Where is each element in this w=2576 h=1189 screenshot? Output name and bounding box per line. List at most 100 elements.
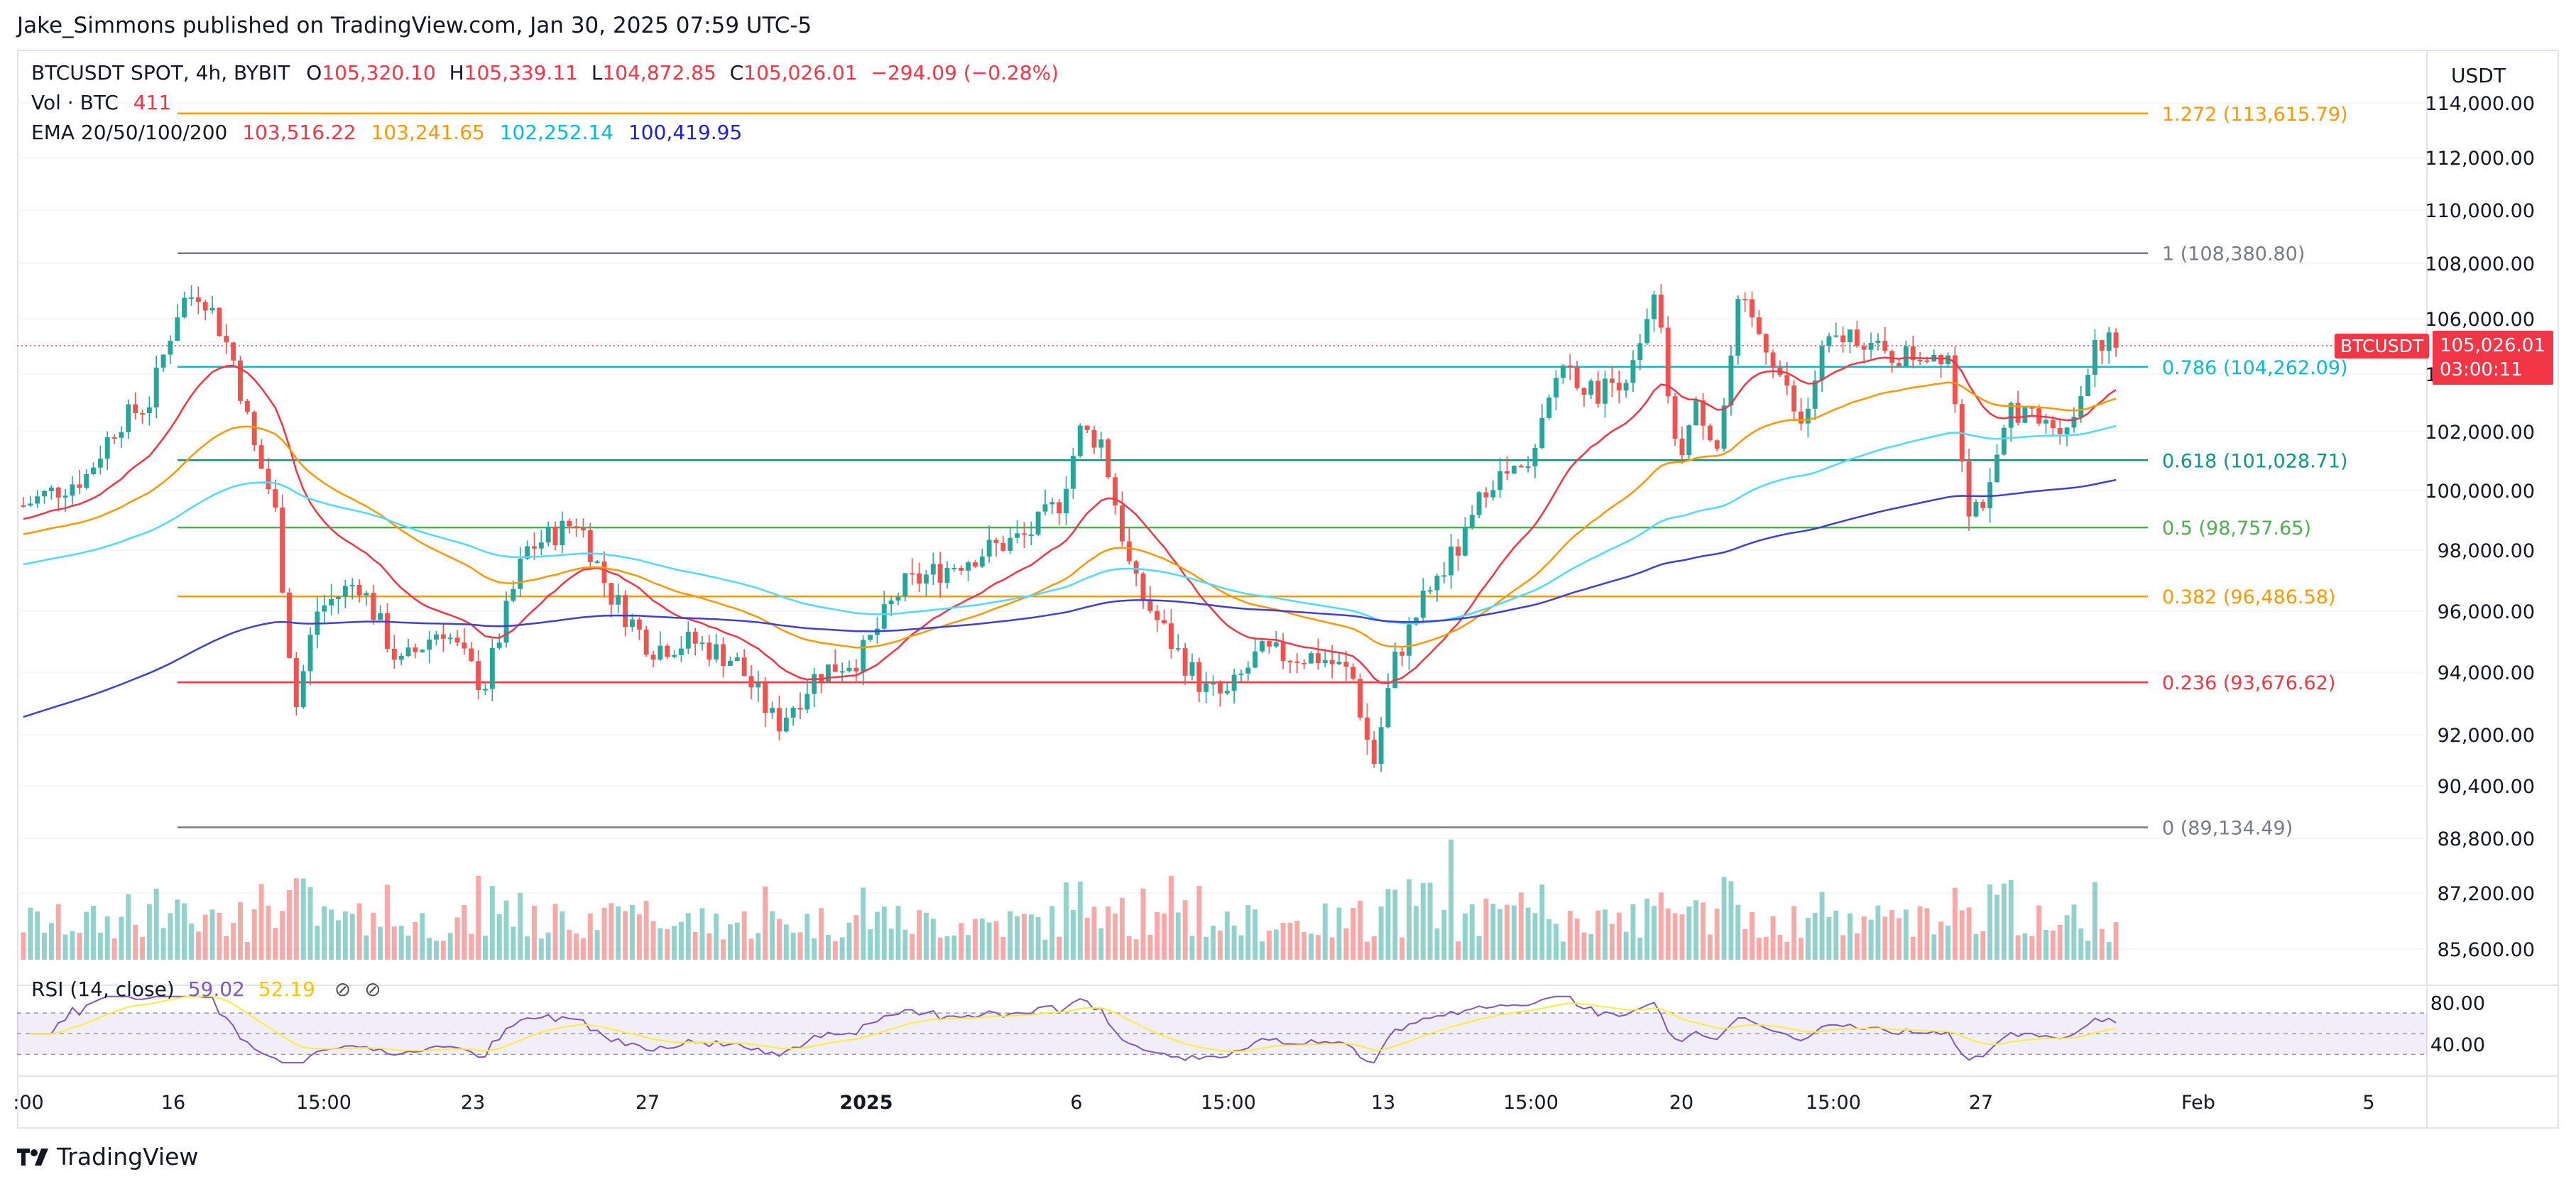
volume-bar (104, 916, 110, 960)
volume-bar (1896, 918, 1901, 960)
volume-bar (1399, 937, 1405, 960)
x-tick-label: :00 (13, 1092, 43, 1114)
volume-bar (398, 926, 404, 960)
candle-body (1448, 547, 1454, 576)
y-tick-label: 106,000.00 (2425, 309, 2535, 331)
fib-level-label: 0.618 (101,028.71) (2162, 450, 2348, 472)
volume-bar (1791, 906, 1797, 960)
volume-bar (1287, 922, 1293, 960)
volume-bar (1763, 936, 1769, 960)
candle-body (545, 527, 551, 543)
open-value: 105,320.10 (322, 61, 436, 84)
y-tick-label: 110,000.00 (2425, 200, 2535, 222)
volume-bar (2057, 924, 2063, 960)
volume-bar (503, 900, 509, 960)
volume-bar (616, 906, 621, 960)
volume-bar (1952, 887, 1958, 960)
volume-bar (496, 914, 502, 960)
volume-bar (1231, 925, 1237, 960)
candle-body (2001, 427, 2007, 455)
volume-bar (1770, 916, 1776, 960)
volume-bar (258, 884, 264, 960)
candle-body (2106, 332, 2112, 351)
rsi-legend: RSI (14, close) 59.02 52.19 ⊘ ⊘ (31, 977, 381, 1001)
candle-body (322, 605, 327, 612)
volume-bar (623, 911, 628, 960)
candle-body (692, 631, 698, 644)
ema50-value: 103,241.65 (371, 121, 485, 144)
tradingview-logo[interactable]: TradingView (16, 1143, 198, 1171)
volume-bar (126, 894, 131, 960)
volume-label[interactable]: Vol · BTC (31, 91, 119, 114)
candle-body (1910, 346, 1916, 360)
candle-body (1021, 533, 1027, 535)
volume-bar (469, 933, 474, 960)
candle-body (21, 505, 26, 507)
candle-body (224, 336, 229, 343)
hidden-icon[interactable]: ⊘ (334, 977, 351, 1001)
candle-body (1889, 351, 1895, 363)
ema100-line (23, 424, 2117, 625)
volume-bar (2022, 933, 2028, 960)
low-label: L (591, 61, 603, 84)
chart-frame (17, 50, 2559, 1129)
volume-bar (1637, 938, 1643, 960)
symbol-label[interactable]: BTCUSDT SPOT, 4h, BYBIT (31, 61, 290, 84)
candle-body (902, 573, 908, 597)
candle-body (1623, 383, 1629, 390)
candle-body (364, 593, 369, 596)
ema20-value: 103,516.22 (242, 121, 356, 144)
x-tick-label: 23 (461, 1092, 485, 1114)
volume-bar (447, 933, 453, 960)
volume-bar (1182, 900, 1188, 960)
candle-body (2078, 395, 2084, 417)
candle-body (496, 642, 502, 648)
volume-bar (643, 901, 649, 960)
candle-body (476, 661, 481, 691)
candle-body (266, 469, 271, 490)
candle-body (1070, 456, 1076, 489)
candle-body (77, 484, 82, 488)
volume-bar (1840, 935, 1846, 960)
candle-body (1350, 667, 1356, 679)
candle-body (1245, 667, 1251, 674)
rsi-line (30, 995, 2117, 1064)
candle-body (1665, 327, 1671, 397)
currency-label[interactable]: USDT (2451, 64, 2506, 87)
fib-level-label: 0.786 (104,262.09) (2162, 357, 2348, 379)
candle-body (1875, 340, 1881, 343)
candle-body (1196, 662, 1202, 692)
candle-body (1707, 425, 1713, 441)
volume-bar (1701, 902, 1705, 960)
volume-bar (1364, 941, 1370, 960)
volume-bar (35, 911, 40, 960)
candle-body (861, 640, 866, 672)
candle-body (1028, 534, 1034, 536)
ohlc-legend: BTCUSDT SPOT, 4h, BYBIT O105,320.10 H105… (31, 61, 1059, 84)
candle-body (1833, 335, 1839, 337)
candle-body (182, 297, 187, 318)
candle-body (1518, 466, 1524, 468)
candle-body (1791, 385, 1797, 412)
candle-body (1266, 641, 1272, 647)
candle-body (616, 595, 621, 605)
ema-label[interactable]: EMA 20/50/100/200 (31, 121, 228, 144)
volume-bar (748, 938, 754, 960)
candle-body (1554, 378, 1559, 398)
candle-body (657, 645, 663, 660)
volume-bar (797, 932, 803, 960)
volume-bar (91, 906, 96, 960)
volume-bar (454, 917, 460, 960)
candle-body (1483, 492, 1489, 498)
volume-bar (209, 909, 215, 960)
candle-body (209, 307, 215, 311)
candle-body (1392, 652, 1398, 689)
hidden-icon[interactable]: ⊘ (364, 977, 381, 1001)
candle-body (1378, 727, 1384, 765)
volume-bar (672, 926, 677, 960)
rsi-label[interactable]: RSI (14, close) (31, 977, 175, 1001)
candle-body (427, 640, 432, 650)
candle-body (699, 642, 705, 645)
publisher-line: Jake_Simmons published on TradingView.co… (17, 13, 812, 38)
